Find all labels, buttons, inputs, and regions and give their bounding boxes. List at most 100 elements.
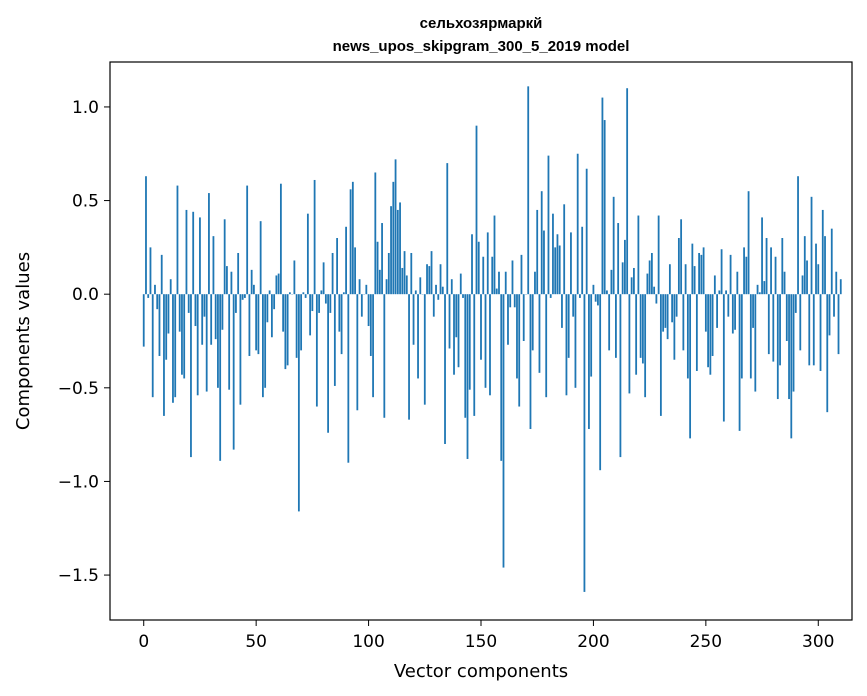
x-axis-ticks: 0 50 100 150 200 250 300 (138, 620, 834, 652)
bar-7 (158, 294, 161, 356)
bar-135 (446, 163, 449, 295)
bar-129 (432, 294, 435, 317)
bar-215 (626, 88, 629, 295)
bar-307 (833, 294, 835, 317)
bar-234 (668, 264, 671, 295)
bar-27 (203, 294, 206, 317)
bar-87 (338, 294, 341, 332)
bar-288 (790, 294, 793, 439)
bar-131 (437, 294, 440, 300)
bar-244 (691, 243, 694, 295)
bar-205 (603, 120, 606, 295)
x-tick-label: 300 (802, 632, 834, 652)
bar-71 (302, 292, 305, 295)
bar-11 (167, 294, 170, 334)
bar-36 (223, 219, 226, 295)
bar-141 (459, 273, 462, 295)
chart-title: сельхозярмаркй (420, 15, 543, 32)
bar-269 (747, 191, 750, 295)
bar-75 (311, 294, 314, 312)
x-axis-label: Vector components (394, 661, 568, 682)
bar-274 (758, 292, 761, 295)
bar-265 (738, 294, 741, 431)
bar-29 (208, 193, 210, 295)
bar-21 (190, 294, 192, 458)
bar-252 (709, 294, 712, 375)
bar-48 (250, 269, 253, 295)
bar-308 (835, 271, 838, 295)
bar-61 (279, 183, 282, 295)
bar-310 (839, 279, 842, 295)
bar-156 (493, 215, 496, 295)
bar-45 (244, 294, 246, 298)
bar-94 (354, 247, 356, 295)
bar-186 (561, 294, 563, 328)
bar-28 (205, 294, 208, 392)
bar-65 (288, 292, 291, 295)
bar-125 (423, 294, 426, 405)
bar-12 (169, 279, 172, 295)
bar-85 (333, 294, 336, 386)
bar-237 (675, 294, 678, 317)
bar-171 (527, 86, 530, 295)
bar-256 (718, 290, 721, 295)
bar-296 (808, 294, 811, 366)
bar-137 (450, 279, 453, 295)
x-tick-label: 250 (690, 632, 722, 652)
bar-295 (806, 260, 808, 295)
bar-264 (736, 271, 739, 295)
bar-43 (239, 294, 242, 405)
bar-220 (637, 215, 640, 295)
bar-168 (520, 254, 523, 295)
bar-151 (482, 256, 485, 295)
bar-281 (774, 256, 777, 295)
bar-283 (779, 294, 781, 366)
bar-30 (210, 294, 213, 345)
bar-221 (639, 294, 642, 358)
bar-209 (612, 196, 615, 295)
bar-128 (430, 251, 433, 295)
bar-300 (817, 264, 820, 295)
bar-270 (749, 294, 752, 379)
bar-290 (794, 294, 797, 313)
bar-266 (740, 294, 743, 379)
bar-212 (619, 294, 622, 458)
bar-224 (646, 273, 649, 295)
bar-24 (196, 294, 199, 396)
bar-101 (369, 294, 372, 356)
bar-187 (563, 204, 566, 295)
bar-76 (313, 179, 316, 295)
bar-292 (799, 294, 802, 351)
bar-0 (142, 294, 145, 347)
bar-31 (212, 236, 215, 295)
x-tick-label: 200 (577, 632, 609, 652)
bar-60 (277, 273, 280, 295)
bar-41 (235, 294, 237, 313)
bar-229 (657, 215, 660, 295)
bar-225 (648, 260, 651, 295)
bar-81 (324, 294, 327, 304)
bar-254 (713, 275, 716, 295)
bar-232 (664, 294, 667, 328)
bar-180 (547, 155, 550, 295)
bar-235 (671, 294, 674, 323)
bar-49 (253, 284, 255, 295)
bar-52 (259, 221, 262, 295)
bar-6 (156, 294, 159, 310)
bar-203 (599, 294, 602, 471)
bar-78 (318, 294, 321, 313)
bar-69 (297, 294, 300, 512)
bar-303 (824, 236, 826, 295)
bar-261 (729, 254, 732, 295)
bar-236 (673, 294, 676, 360)
bar-305 (828, 294, 831, 336)
bar-149 (477, 241, 480, 295)
bar-57 (270, 294, 273, 338)
bar-198 (588, 294, 590, 430)
bar-192 (574, 294, 577, 388)
bar-4 (151, 294, 154, 398)
bar-53 (262, 294, 264, 398)
bar-10 (165, 294, 168, 360)
bars-group (142, 86, 842, 592)
